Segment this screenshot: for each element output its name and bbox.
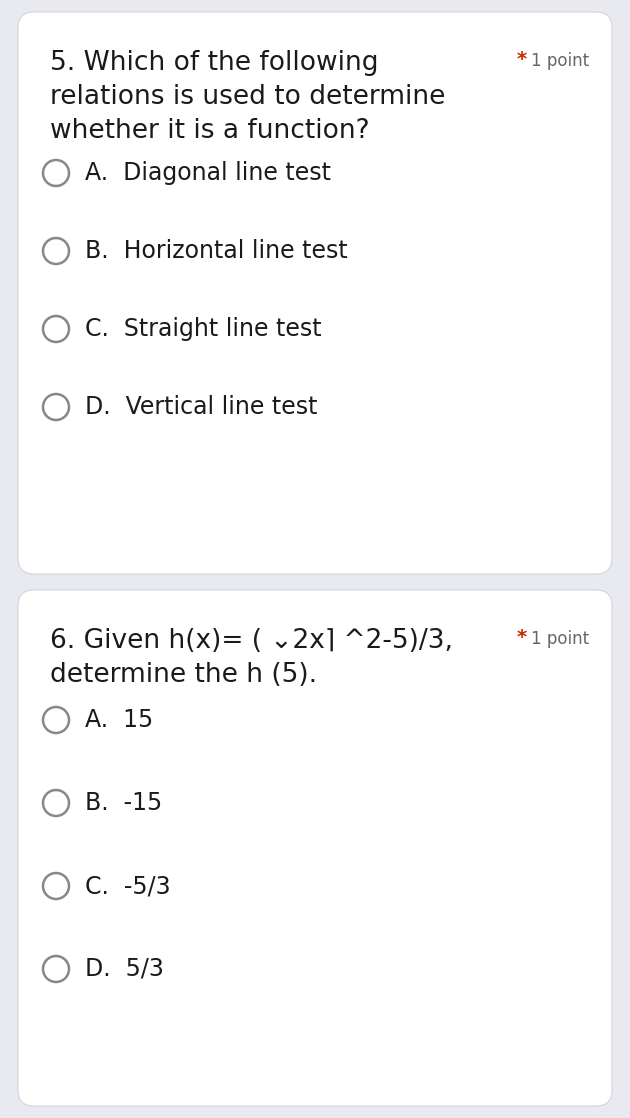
Text: A.  Diagonal line test: A. Diagonal line test [85, 161, 331, 184]
FancyBboxPatch shape [18, 590, 612, 1106]
Text: 1 point: 1 point [531, 53, 589, 70]
Text: D.  Vertical line test: D. Vertical line test [85, 395, 318, 419]
Text: C.  Straight line test: C. Straight line test [85, 318, 322, 341]
Text: D.  5/3: D. 5/3 [85, 957, 164, 980]
Text: relations is used to determine: relations is used to determine [50, 84, 445, 110]
Text: C.  -5/3: C. -5/3 [85, 874, 171, 898]
Text: whether it is a function?: whether it is a function? [50, 119, 370, 144]
FancyBboxPatch shape [18, 12, 612, 574]
Text: *: * [517, 50, 527, 69]
Text: determine the h (5).: determine the h (5). [50, 662, 317, 688]
Text: B.  Horizontal line test: B. Horizontal line test [85, 239, 348, 263]
Text: A.  15: A. 15 [85, 708, 153, 732]
Text: B.  -15: B. -15 [85, 792, 163, 815]
Text: 1 point: 1 point [531, 631, 589, 648]
Text: *: * [517, 628, 527, 647]
Text: 5. Which of the following: 5. Which of the following [50, 50, 379, 76]
Text: 6. Given h(x)= ( ⌄2x⌉ ^2-5)/3,: 6. Given h(x)= ( ⌄2x⌉ ^2-5)/3, [50, 628, 453, 654]
